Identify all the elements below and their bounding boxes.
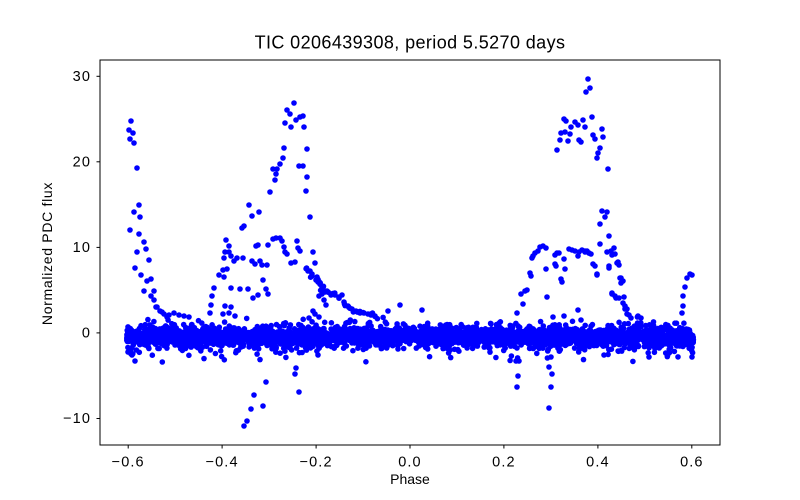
svg-text:0.0: 0.0 [398, 455, 421, 471]
svg-text:0.6: 0.6 [680, 455, 703, 471]
svg-text:−0.4: −0.4 [206, 455, 239, 471]
svg-text:30: 30 [73, 69, 91, 85]
svg-text:−10: −10 [63, 411, 91, 427]
svg-text:0: 0 [82, 325, 91, 341]
svg-text:−0.2: −0.2 [300, 455, 333, 471]
svg-text:10: 10 [73, 240, 91, 256]
svg-text:Normalized PDC flux: Normalized PDC flux [39, 182, 55, 325]
svg-text:Phase: Phase [390, 471, 430, 487]
svg-text:0.4: 0.4 [586, 455, 609, 471]
svg-text:0.2: 0.2 [492, 455, 515, 471]
svg-text:20: 20 [73, 154, 91, 170]
svg-text:−0.6: −0.6 [112, 455, 145, 471]
svg-text:TIC 0206439308, period 5.5270: TIC 0206439308, period 5.5270 days [255, 33, 566, 53]
